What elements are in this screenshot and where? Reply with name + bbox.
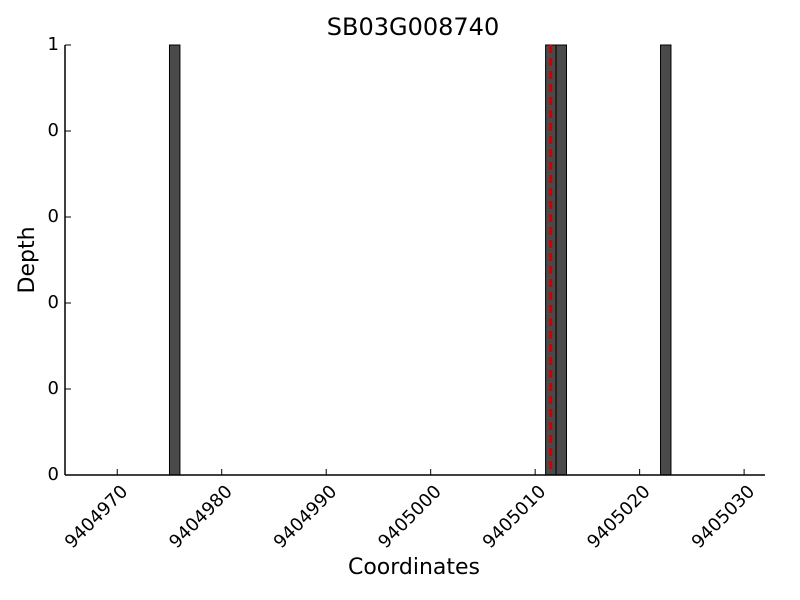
y-axis-label: Depth bbox=[15, 226, 40, 293]
bar bbox=[168, 44, 181, 476]
x-tick-label: 9405030 bbox=[688, 481, 760, 553]
x-tick-label: 9405020 bbox=[583, 481, 655, 553]
y-tick-label: 0 bbox=[48, 464, 59, 485]
chart-title: SB03G008740 bbox=[327, 13, 499, 41]
y-tick-label: 0 bbox=[48, 206, 59, 227]
x-tick-label: 9405010 bbox=[479, 481, 551, 553]
x-tick-label: 9405000 bbox=[374, 481, 446, 553]
bar bbox=[555, 44, 567, 476]
bar bbox=[660, 44, 672, 476]
x-tick-label: 9404970 bbox=[61, 481, 133, 553]
y-tick-label: 1 bbox=[48, 34, 59, 55]
x-axis-label: Coordinates bbox=[348, 555, 480, 580]
y-tick-label: 0 bbox=[48, 292, 59, 313]
x-tick-label: 9404990 bbox=[270, 481, 342, 553]
x-tick-label: 9404980 bbox=[165, 481, 237, 553]
y-tick-label: 0 bbox=[48, 120, 59, 141]
y-tick-label: 0 bbox=[48, 378, 59, 399]
